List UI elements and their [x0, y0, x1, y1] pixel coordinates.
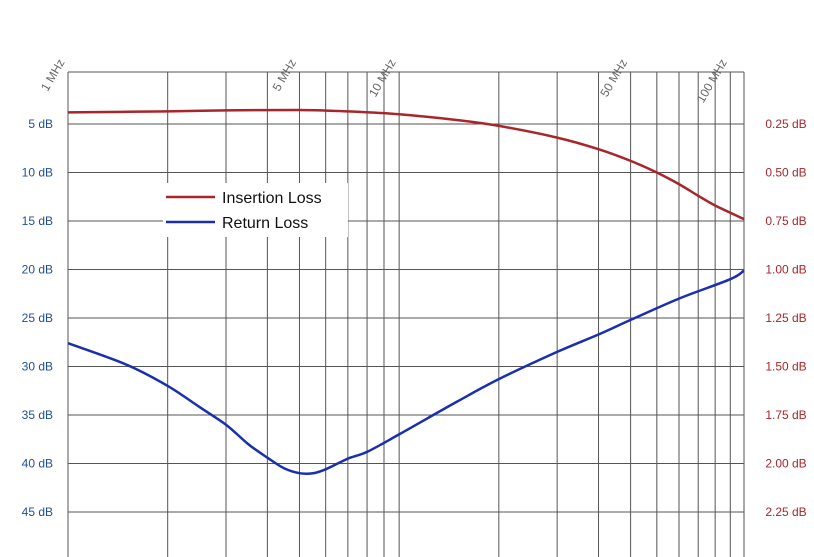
legend-label-insertion-loss: Insertion Loss [222, 190, 322, 207]
right-tick-label: 0.50 dB [765, 166, 806, 180]
series-line-return-loss [67, 269, 745, 475]
right-tick-label: 2.25 dB [765, 505, 806, 519]
x-tick-label: 50 MHz [597, 57, 630, 100]
x-tick-label: 10 MHz [366, 57, 399, 100]
legend: Insertion Loss Return Loss [163, 183, 348, 237]
gridlines [67, 71, 745, 557]
right-tick-label: 1.75 dB [765, 408, 806, 422]
x-tick-label: 100 MHz [694, 57, 730, 106]
left-tick-label: 30 dB [22, 360, 53, 374]
right-tick-label: 1.50 dB [765, 360, 806, 374]
left-tick-label: 25 dB [22, 311, 53, 325]
left-axis-ticks: 5 dB 10 dB 15 dB 20 dB 25 dB 30 dB 35 dB 40 dB 4… [22, 117, 53, 519]
right-tick-label: 0.75 dB [765, 214, 806, 228]
x-tick-label: 1 MHz [38, 57, 67, 94]
left-tick-label: 15 dB [22, 214, 53, 228]
legend-label-return-loss: Return Loss [222, 215, 308, 232]
left-tick-label: 10 dB [22, 166, 53, 180]
x-tick-label: 5 MHz [270, 57, 299, 94]
left-tick-label: 20 dB [22, 263, 53, 277]
left-tick-label: 40 dB [22, 457, 53, 471]
left-tick-label: 35 dB [22, 408, 53, 422]
right-tick-label: 2.00 dB [765, 457, 806, 471]
right-axis-ticks: 0.25 dB 0.50 dB 0.75 dB 1.00 dB 1.25 dB 1.50 … [765, 117, 806, 519]
left-tick-label: 45 dB [22, 505, 53, 519]
right-tick-label: 0.25 dB [765, 117, 806, 131]
series-lines [67, 108, 745, 475]
right-tick-label: 1.25 dB [765, 311, 806, 325]
left-tick-label: 5 dB [28, 117, 53, 131]
right-tick-label: 1.00 dB [765, 263, 806, 277]
series-line-insertion-loss [67, 108, 745, 221]
legend-background [163, 183, 348, 237]
